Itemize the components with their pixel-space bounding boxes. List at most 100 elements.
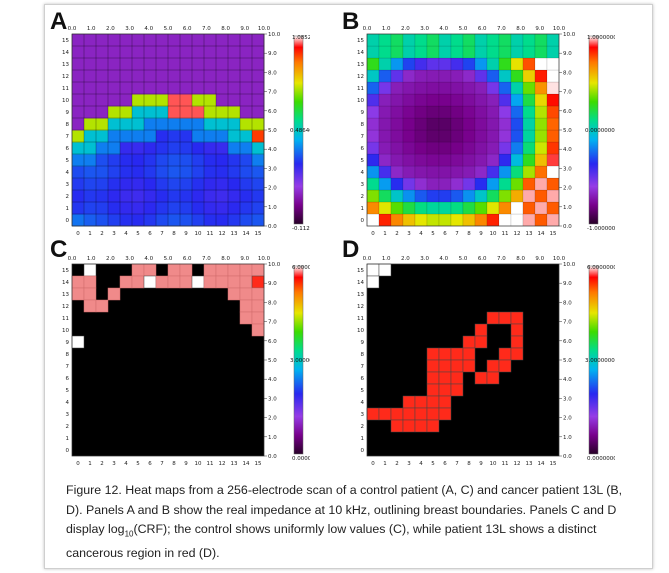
heat-cell <box>402 189 416 203</box>
heat-cell <box>192 154 205 167</box>
heat-cell <box>534 45 548 59</box>
x-tick-top: 2.0 <box>106 26 115 32</box>
y-tick-right: 7.0 <box>563 320 572 326</box>
heat-cell <box>132 82 145 95</box>
x-tick-top: 8.0 <box>221 26 230 32</box>
y-tick-left: 12 <box>62 304 69 310</box>
heat-cell <box>510 347 524 361</box>
y-tick-left: 8 <box>361 352 365 358</box>
heat-cell <box>168 118 181 131</box>
heat-cell <box>402 201 416 215</box>
heat-cell <box>240 142 253 155</box>
heat-cell <box>390 129 404 143</box>
heat-cell <box>216 106 229 119</box>
colorbar-max-label: 1.0000000 <box>587 35 615 41</box>
y-tick-left: 13 <box>357 62 364 68</box>
x-tick-bottom: 15 <box>550 231 557 237</box>
x-tick-top: 0.0 <box>363 26 372 32</box>
x-tick-top: 7.0 <box>497 26 506 32</box>
heat-cell <box>252 130 265 143</box>
y-tick-left: 3 <box>66 412 70 418</box>
heat-cell <box>534 33 548 47</box>
heat-cell <box>474 165 488 179</box>
heat-cell <box>228 46 241 59</box>
x-tick-bottom: 14 <box>538 231 545 237</box>
heat-cell <box>486 117 500 131</box>
x-tick-bottom: 5 <box>431 461 435 467</box>
y-tick-right: 8.0 <box>268 300 277 306</box>
heat-cell <box>510 323 524 337</box>
y-tick-right: 7.0 <box>268 90 277 96</box>
y-tick-left: 11 <box>62 86 69 92</box>
heat-cell <box>366 141 380 155</box>
heat-cell <box>204 46 217 59</box>
x-tick-bottom: 8 <box>467 231 471 237</box>
heat-cell <box>390 45 404 59</box>
colorbar <box>588 35 599 225</box>
y-tick-right: 3.0 <box>563 166 572 172</box>
heat-cell <box>426 93 440 107</box>
heat-cell <box>252 214 265 227</box>
heat-cell <box>180 118 193 131</box>
heat-cell <box>156 214 169 227</box>
heat-cell <box>402 93 416 107</box>
heat-cell <box>378 213 392 227</box>
heat-cell <box>450 371 464 385</box>
x-tick-bottom: 12 <box>219 461 226 467</box>
heat-cell <box>438 57 452 71</box>
heat-cell <box>486 45 500 59</box>
x-tick-bottom: 11 <box>207 231 214 237</box>
heat-cell <box>144 130 157 143</box>
heat-cell <box>522 33 536 47</box>
y-tick-left: 15 <box>62 38 69 44</box>
heat-cell <box>228 118 241 131</box>
heat-cell <box>168 214 181 227</box>
heat-cell <box>438 177 452 191</box>
y-tick-right: 7.0 <box>268 320 277 326</box>
heat-cell <box>378 141 392 155</box>
heat-cell <box>192 34 205 47</box>
heat-cell <box>252 34 265 47</box>
heat-cell <box>378 189 392 203</box>
y-tick-left: 2 <box>66 194 70 200</box>
heat-cell <box>144 94 157 107</box>
heatmap-panel-b: 0.0 1.0 2.0 3.0 4.0 5.0 6.0 7.0 8.0 9.0 10.00 1 2 3 4 5… <box>357 26 615 237</box>
heat-cell <box>132 130 145 143</box>
heat-cell <box>414 81 428 95</box>
heat-cell <box>252 154 265 167</box>
heat-cell <box>366 153 380 167</box>
x-tick-bottom: 6 <box>148 461 152 467</box>
heat-cell <box>498 117 512 131</box>
heat-cell <box>72 58 85 71</box>
heat-cell <box>414 105 428 119</box>
heat-cell <box>426 347 440 361</box>
heat-cell <box>546 69 560 83</box>
y-tick-right: 6.0 <box>563 109 572 115</box>
heat-cell <box>438 395 452 409</box>
heat-cell <box>486 311 500 325</box>
heat-cell <box>486 129 500 143</box>
heat-cell <box>414 395 428 409</box>
heat-cell <box>204 82 217 95</box>
heat-cell <box>192 58 205 71</box>
heat-cell <box>216 190 229 203</box>
heat-cell <box>510 335 524 349</box>
heat-cell <box>155 275 169 289</box>
y-tick-left: 0 <box>361 218 365 224</box>
heat-cell <box>510 45 524 59</box>
heat-cell <box>240 94 253 107</box>
heat-cell <box>132 94 145 107</box>
heat-cell <box>180 82 193 95</box>
heat-cell <box>216 154 229 167</box>
heat-cell <box>168 58 181 71</box>
heat-cell <box>378 105 392 119</box>
colorbar-max-label: 6.0000000 <box>587 265 615 271</box>
y-tick-left: 14 <box>357 50 364 56</box>
heat-cell <box>498 189 512 203</box>
heat-cell <box>378 45 392 59</box>
y-tick-right: 4.0 <box>268 147 277 153</box>
heat-cell <box>438 33 452 47</box>
heat-cell <box>438 407 452 421</box>
heat-cell <box>426 371 440 385</box>
heat-cell <box>534 69 548 83</box>
